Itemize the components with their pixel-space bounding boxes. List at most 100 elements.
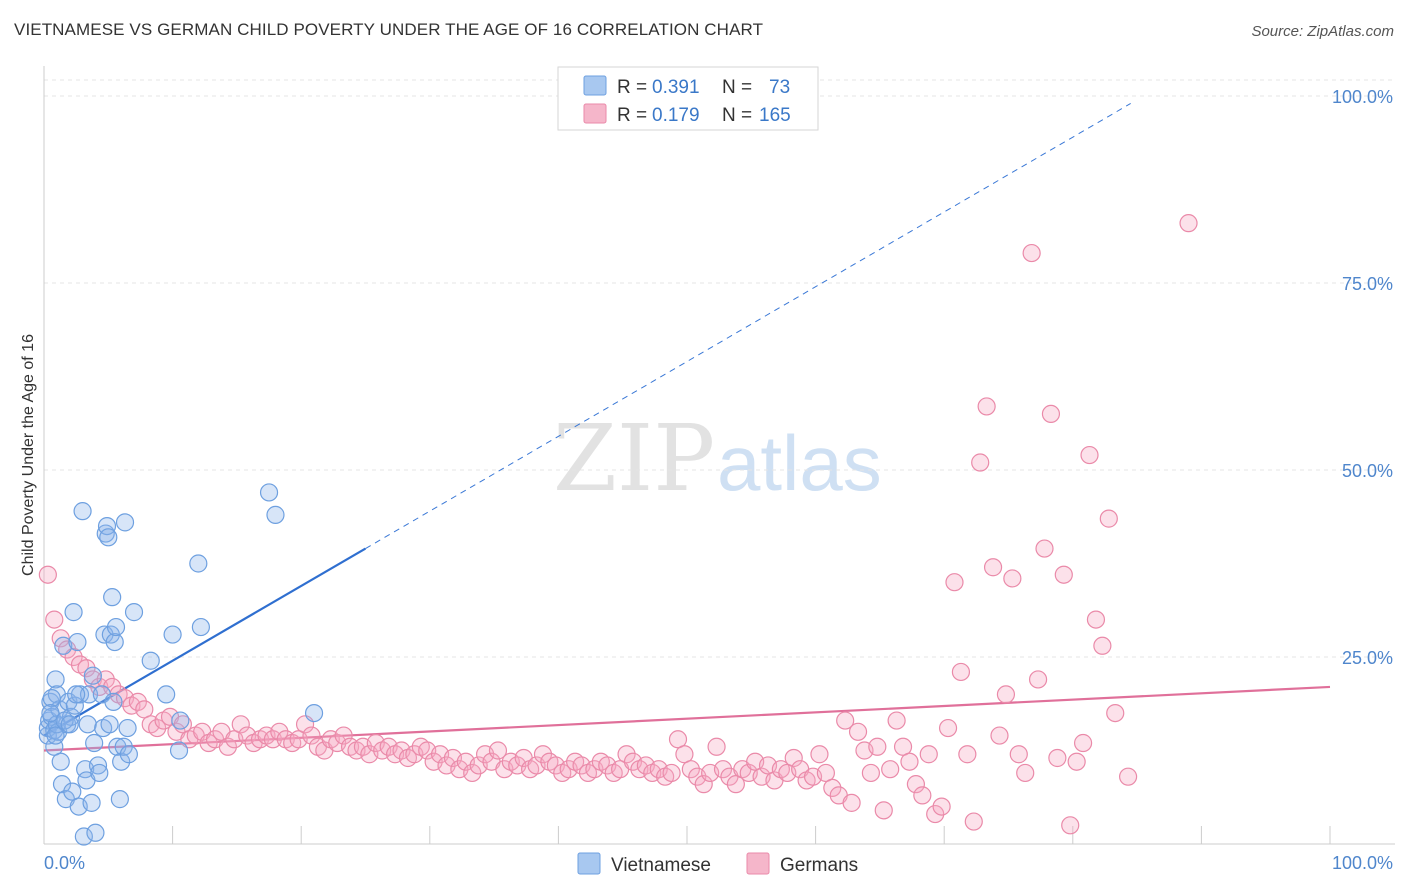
germans-point: [488, 741, 508, 760]
y-tick-label: 100.0%: [1332, 87, 1393, 107]
vietnamese-point: [169, 741, 189, 760]
vietnamese-point: [110, 790, 129, 809]
vietnamese-point: [266, 505, 285, 524]
germans-point: [868, 737, 887, 756]
legend-swatch-vietnamese: [583, 75, 607, 96]
germans-point: [1073, 733, 1093, 753]
germans-point: [148, 718, 167, 738]
vietnamese-point: [90, 763, 109, 783]
germans-point: [977, 397, 996, 416]
germans-point: [726, 775, 745, 794]
germans-point: [1179, 214, 1198, 233]
germans-point: [1009, 745, 1028, 764]
germans-point: [1106, 703, 1125, 723]
germans-point: [1048, 748, 1067, 768]
trend-line-vietnamese: [43, 547, 367, 737]
germans-point: [675, 745, 694, 764]
legend-r-value-1: 0.391: [652, 77, 700, 98]
chart-title: VIETNAMESE VS GERMAN CHILD POVERTY UNDER…: [14, 20, 764, 39]
germans-point: [1022, 243, 1041, 263]
vietnamese-point: [46, 726, 65, 745]
bottom-legend-germans: Germans: [780, 855, 858, 876]
bottom-legend: Vietnamese Germans: [577, 852, 858, 876]
germans-point: [45, 610, 64, 629]
vietnamese-point: [41, 703, 60, 723]
legend-n-value-1: 73: [769, 77, 790, 98]
germans-point: [971, 453, 990, 472]
watermark: ZIP atlas: [553, 405, 882, 512]
watermark-zip: ZIP: [553, 405, 715, 512]
germans-point: [135, 700, 154, 719]
vietnamese-point: [104, 692, 123, 711]
germans-point: [874, 801, 893, 820]
germans-point: [463, 763, 482, 783]
vietnamese-point: [99, 528, 118, 547]
germans-point: [842, 793, 861, 812]
germans-point: [77, 659, 96, 678]
germans-point: [823, 778, 842, 798]
germans-point: [938, 718, 958, 738]
germans-point: [1067, 752, 1086, 771]
vietnamese-point: [163, 625, 182, 644]
bottom-legend-swatch-vietnamese: [577, 852, 601, 875]
series-vietnamese: [38, 483, 324, 846]
germans-point: [1054, 565, 1073, 584]
vietnamese-point: [60, 715, 79, 734]
germans-point: [919, 745, 938, 764]
y-tick-labels: 100.0% 75.0% 50.0% 25.0%: [1332, 87, 1393, 668]
germans-point: [662, 763, 681, 783]
germans-point: [270, 722, 289, 741]
series-germans: [38, 214, 1198, 835]
vietnamese-point: [88, 756, 108, 775]
y-tick-label: 75.0%: [1342, 274, 1393, 294]
vietnamese-point: [67, 685, 86, 704]
germans-point: [816, 763, 835, 783]
legend-swatch-germans: [583, 103, 607, 124]
x-tick-label-left: 0.0%: [44, 853, 85, 873]
vietnamese-point: [64, 603, 83, 622]
germans-point: [103, 677, 122, 697]
vietnamese-point: [171, 711, 190, 730]
germans-point: [932, 797, 951, 816]
germans-point: [64, 647, 83, 667]
germans-point: [38, 565, 57, 584]
bottom-legend-vietnamese: Vietnamese: [611, 855, 711, 876]
germans-point: [668, 730, 688, 749]
legend-n-label-1: N =: [722, 77, 752, 98]
germans-point: [90, 677, 109, 697]
germans-point: [1118, 767, 1138, 786]
vietnamese-point: [105, 632, 124, 652]
vietnamese-point: [304, 703, 324, 723]
germans-point: [861, 763, 880, 783]
vietnamese-point: [73, 502, 92, 521]
germans-point: [1028, 670, 1048, 689]
germans-point: [707, 737, 726, 756]
vietnamese-point: [119, 745, 138, 764]
germans-point: [713, 760, 733, 779]
trend-line-vietnamese-extension: [365, 103, 1131, 549]
vietnamese-point: [52, 775, 72, 794]
germans-point: [1041, 404, 1061, 423]
vietnamese-point: [42, 689, 61, 708]
germans-point: [958, 745, 977, 764]
vietnamese-point: [191, 617, 210, 637]
germans-point: [617, 745, 636, 764]
germans-point: [945, 573, 964, 592]
vietnamese-point: [54, 636, 73, 655]
germans-point: [964, 812, 983, 831]
germans-point: [900, 752, 919, 771]
germans-point: [128, 692, 147, 711]
vietnamese-point: [85, 733, 104, 753]
germans-point: [1086, 610, 1106, 629]
germans-point: [906, 775, 926, 794]
germans-point: [1080, 445, 1099, 465]
germans-point: [996, 685, 1016, 704]
germans-point: [951, 662, 971, 682]
germans-point: [1061, 816, 1080, 835]
germans-point: [302, 726, 321, 745]
data-points: [38, 214, 1198, 846]
trend-lines: [43, 103, 1331, 752]
germans-point: [1035, 539, 1054, 558]
germans-point: [1016, 763, 1035, 783]
